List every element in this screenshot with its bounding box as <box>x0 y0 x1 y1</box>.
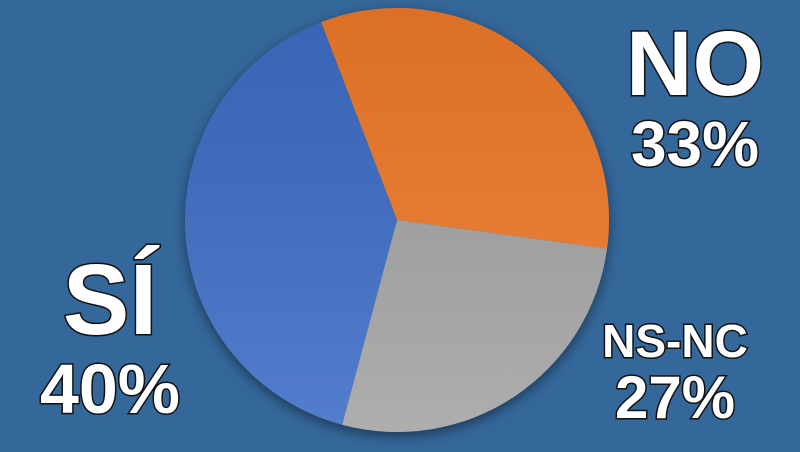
label-nsnc: NS-NC 27% <box>590 315 760 431</box>
label-no-name: NO <box>625 13 766 115</box>
pie-shading <box>185 8 609 432</box>
label-no: NO 33% <box>600 13 790 180</box>
label-si-name: SÍ <box>61 244 158 356</box>
label-no-value: 33% <box>629 108 760 180</box>
label-si: SÍ 40% <box>20 244 200 428</box>
label-si-value: 40% <box>38 350 181 428</box>
label-nsnc-name: NS-NC <box>601 315 750 367</box>
label-nsnc-value: 27% <box>613 364 736 431</box>
